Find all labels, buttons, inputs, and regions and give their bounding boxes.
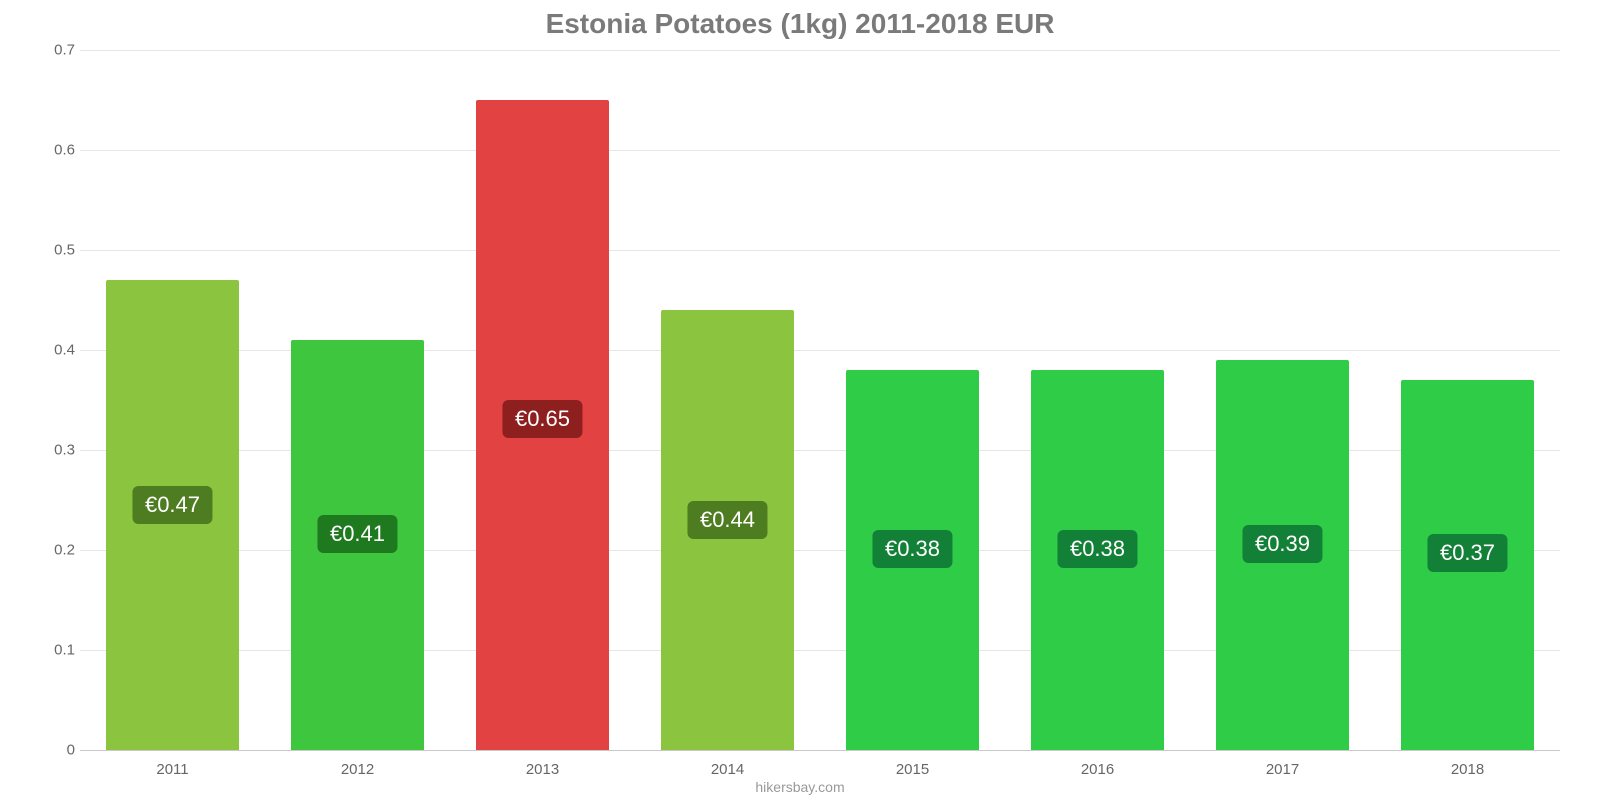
bar-value-label: €0.44 bbox=[688, 501, 767, 539]
bar-slot: €0.412012 bbox=[265, 50, 450, 750]
bar: €0.65 bbox=[476, 100, 609, 750]
chart-title: Estonia Potatoes (1kg) 2011-2018 EUR bbox=[30, 0, 1570, 40]
bar-slot: €0.392017 bbox=[1190, 50, 1375, 750]
bar-value-label: €0.65 bbox=[503, 400, 582, 438]
x-tick-label: 2013 bbox=[450, 761, 635, 778]
bar: €0.47 bbox=[106, 280, 239, 750]
bar-chart: Estonia Potatoes (1kg) 2011-2018 EUR 0 0.… bbox=[30, 0, 1570, 800]
y-tick-label: 0.6 bbox=[35, 142, 75, 159]
x-tick-label: 2016 bbox=[1005, 761, 1190, 778]
y-tick-label: 0.1 bbox=[35, 642, 75, 659]
x-tick-label: 2017 bbox=[1190, 761, 1375, 778]
y-tick-label: 0.4 bbox=[35, 342, 75, 359]
x-tick-label: 2018 bbox=[1375, 761, 1560, 778]
y-tick-label: 0 bbox=[35, 742, 75, 759]
y-tick-label: 0.3 bbox=[35, 442, 75, 459]
baseline bbox=[80, 750, 1560, 751]
x-tick-label: 2015 bbox=[820, 761, 1005, 778]
y-tick-label: 0.5 bbox=[35, 242, 75, 259]
bar-value-label: €0.38 bbox=[873, 530, 952, 568]
bar-slot: €0.382016 bbox=[1005, 50, 1190, 750]
bar: €0.38 bbox=[1031, 370, 1164, 750]
bar: €0.44 bbox=[661, 310, 794, 750]
y-tick-label: 0.7 bbox=[35, 42, 75, 59]
bar-value-label: €0.39 bbox=[1243, 525, 1322, 563]
x-tick-label: 2014 bbox=[635, 761, 820, 778]
y-tick-label: 0.2 bbox=[35, 542, 75, 559]
bar-value-label: €0.38 bbox=[1058, 530, 1137, 568]
x-tick-label: 2012 bbox=[265, 761, 450, 778]
bar: €0.41 bbox=[291, 340, 424, 750]
bar: €0.38 bbox=[846, 370, 979, 750]
bar-slot: €0.652013 bbox=[450, 50, 635, 750]
bar-value-label: €0.41 bbox=[318, 515, 397, 553]
bar-slot: €0.472011 bbox=[80, 50, 265, 750]
bar-value-label: €0.47 bbox=[133, 486, 212, 524]
attribution-text: hikersbay.com bbox=[30, 779, 1570, 795]
plot-area: 00.10.20.30.40.50.60.7 €0.472011€0.41201… bbox=[80, 50, 1560, 750]
bar-slot: €0.442014 bbox=[635, 50, 820, 750]
bar: €0.39 bbox=[1216, 360, 1349, 750]
bar-slot: €0.382015 bbox=[820, 50, 1005, 750]
bar: €0.37 bbox=[1401, 380, 1534, 750]
bar-value-label: €0.37 bbox=[1428, 534, 1507, 572]
bar-slot: €0.372018 bbox=[1375, 50, 1560, 750]
x-tick-label: 2011 bbox=[80, 761, 265, 778]
bars-container: €0.472011€0.412012€0.652013€0.442014€0.3… bbox=[80, 50, 1560, 750]
